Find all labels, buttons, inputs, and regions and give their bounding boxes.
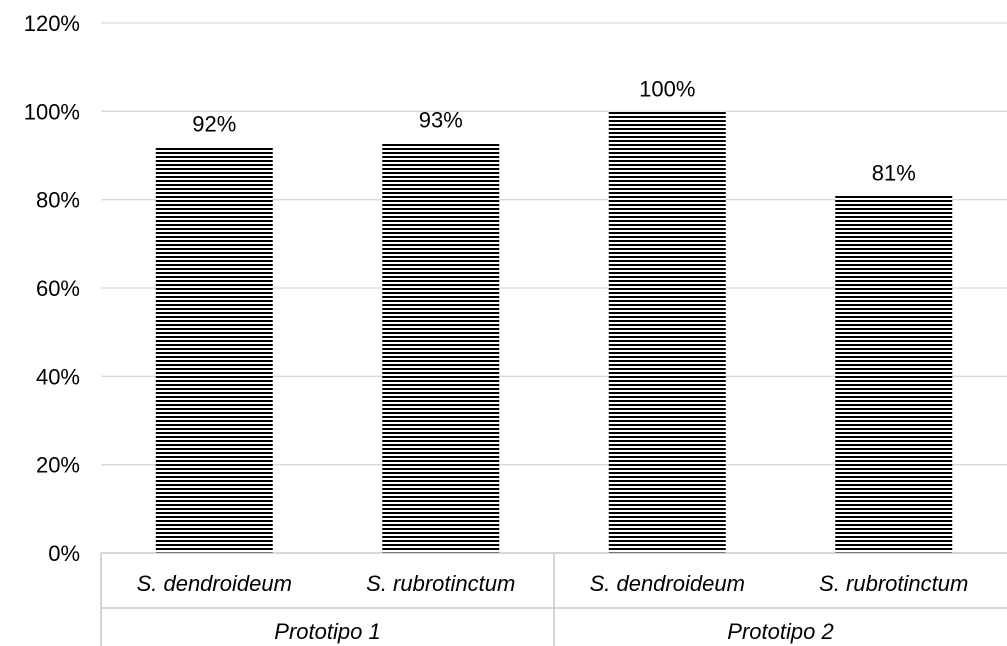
bar <box>835 195 953 553</box>
bar <box>608 111 726 553</box>
bar <box>382 142 500 553</box>
y-tick-label: 80% <box>36 188 80 213</box>
category-label: S. dendroideum <box>590 571 745 596</box>
x-axis-category-labels: S. dendroideum S. rubrotinctum S. dendroid… <box>137 571 969 596</box>
bar <box>155 146 273 553</box>
y-tick-label: 60% <box>36 276 80 301</box>
x-axis-group-labels: Prototipo 1 Prototipo 2 <box>274 619 833 644</box>
bars <box>155 111 953 553</box>
group-label: Prototipo 1 <box>274 619 380 644</box>
y-tick-label: 100% <box>24 99 80 124</box>
data-labels: 92% 93% 100% 81% <box>192 76 916 185</box>
category-label: S. dendroideum <box>137 571 292 596</box>
group-label: Prototipo 2 <box>727 619 833 644</box>
y-tick-label: 120% <box>24 11 80 36</box>
data-label: 93% <box>419 107 463 132</box>
category-label: S. rubrotinctum <box>366 571 515 596</box>
data-label: 81% <box>872 160 916 185</box>
category-label: S. rubrotinctum <box>819 571 968 596</box>
y-axis-tick-labels: 0% 20% 40% 60% 80% 100% 120% <box>24 11 80 566</box>
data-label: 100% <box>639 76 695 101</box>
y-tick-label: 20% <box>36 453 80 478</box>
y-tick-label: 40% <box>36 364 80 389</box>
data-label: 92% <box>192 112 236 137</box>
x-axis <box>100 552 1007 646</box>
y-tick-label: 0% <box>48 541 80 566</box>
